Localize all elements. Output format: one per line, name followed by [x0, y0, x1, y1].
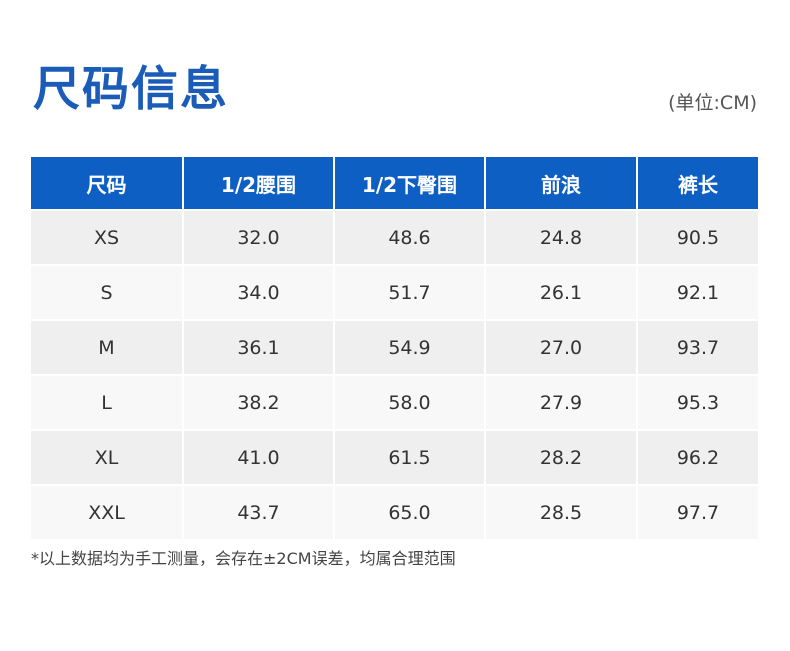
cell-half-hip: 48.6: [333, 209, 486, 265]
size-table: 尺码 1/2腰围 1/2下臀围 前浪 裤长 XS 32.0 48.6 24.8 …: [31, 157, 758, 539]
cell-size: XXL: [31, 484, 184, 539]
cell-front-rise: 28.2: [484, 429, 638, 485]
cell-size: L: [31, 374, 184, 430]
cell-pants-length: 95.3: [636, 374, 758, 430]
table-header-row: 尺码 1/2腰围 1/2下臀围 前浪 裤长: [31, 157, 758, 210]
cell-half-waist: 36.1: [182, 319, 335, 375]
cell-half-waist: 41.0: [182, 429, 335, 485]
unit-label: (单位:CM): [668, 92, 757, 114]
cell-front-rise: 24.8: [484, 209, 638, 265]
page-title: 尺码信息: [33, 62, 229, 117]
header-half-waist: 1/2腰围: [182, 157, 335, 210]
cell-half-waist: 43.7: [182, 484, 335, 539]
cell-pants-length: 96.2: [636, 429, 758, 485]
table-row: XL 41.0 61.5 28.2 96.2: [31, 429, 758, 485]
cell-size: XL: [31, 429, 184, 485]
cell-half-hip: 65.0: [333, 484, 486, 539]
cell-half-hip: 61.5: [333, 429, 486, 485]
header-front-rise: 前浪: [484, 157, 638, 210]
cell-front-rise: 28.5: [484, 484, 638, 539]
cell-half-hip: 51.7: [333, 264, 486, 320]
table-row: XXL 43.7 65.0 28.5 97.7: [31, 484, 758, 539]
table-row: M 36.1 54.9 27.0 93.7: [31, 319, 758, 375]
header-pants-length: 裤长: [636, 157, 758, 210]
cell-pants-length: 90.5: [636, 209, 758, 265]
cell-front-rise: 27.0: [484, 319, 638, 375]
cell-size: S: [31, 264, 184, 320]
cell-pants-length: 97.7: [636, 484, 758, 539]
cell-half-hip: 58.0: [333, 374, 486, 430]
measurement-note: *以上数据均为手工测量，会存在±2CM误差，均属合理范围: [31, 549, 456, 568]
table-row: XS 32.0 48.6 24.8 90.5: [31, 209, 758, 265]
cell-front-rise: 27.9: [484, 374, 638, 430]
cell-half-hip: 54.9: [333, 319, 486, 375]
table-row: S 34.0 51.7 26.1 92.1: [31, 264, 758, 320]
cell-half-waist: 34.0: [182, 264, 335, 320]
cell-half-waist: 38.2: [182, 374, 335, 430]
cell-half-waist: 32.0: [182, 209, 335, 265]
cell-size: M: [31, 319, 184, 375]
cell-front-rise: 26.1: [484, 264, 638, 320]
header-half-hip: 1/2下臀围: [333, 157, 486, 210]
cell-pants-length: 92.1: [636, 264, 758, 320]
cell-pants-length: 93.7: [636, 319, 758, 375]
header-size: 尺码: [31, 157, 184, 210]
table-row: L 38.2 58.0 27.9 95.3: [31, 374, 758, 430]
cell-size: XS: [31, 209, 184, 265]
